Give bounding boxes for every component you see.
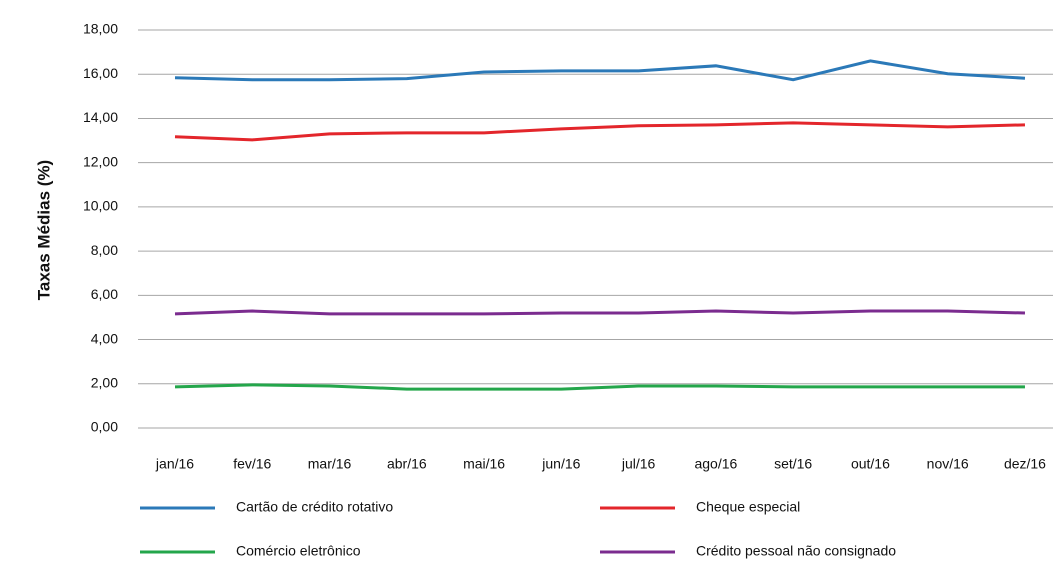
x-tick-label: dez/16 (1004, 456, 1046, 472)
x-tick-label: set/16 (774, 456, 812, 472)
y-tick-label: 6,00 (91, 286, 118, 302)
y-tick-label: 8,00 (91, 242, 118, 258)
y-tick-label: 14,00 (83, 109, 118, 125)
x-tick-label: ago/16 (694, 456, 737, 472)
y-tick-label: 2,00 (91, 374, 118, 390)
series-line (174, 309, 1026, 316)
y-tick-label: 16,00 (83, 65, 118, 81)
x-tick-label: jun/16 (541, 456, 580, 472)
y-tick-label: 12,00 (83, 153, 118, 169)
series-line (174, 121, 1026, 142)
series-line (174, 383, 1025, 391)
x-tick-label: abr/16 (387, 456, 427, 472)
y-tick-label: 0,00 (91, 419, 118, 435)
x-tick-label: out/16 (851, 456, 890, 472)
series-line (174, 59, 1026, 82)
y-tick-label: 10,00 (83, 198, 118, 214)
y-tick-label: 18,00 (83, 21, 118, 37)
legend-label: Cartão de crédito rotativo (236, 499, 393, 515)
y-axis-label: Taxas Médias (%) (34, 160, 53, 300)
x-tick-label: jan/16 (155, 456, 194, 472)
legend-label: Cheque especial (696, 499, 800, 515)
y-tick-label: 4,00 (91, 330, 118, 346)
legend-label: Comércio eletrônico (236, 543, 361, 559)
x-tick-label: nov/16 (927, 456, 969, 472)
legend-label: Crédito pessoal não consignado (696, 543, 896, 559)
x-tick-label: mar/16 (308, 456, 352, 472)
x-tick-label: jul/16 (621, 456, 656, 472)
x-tick-label: mai/16 (463, 456, 505, 472)
x-tick-label: fev/16 (233, 456, 271, 472)
